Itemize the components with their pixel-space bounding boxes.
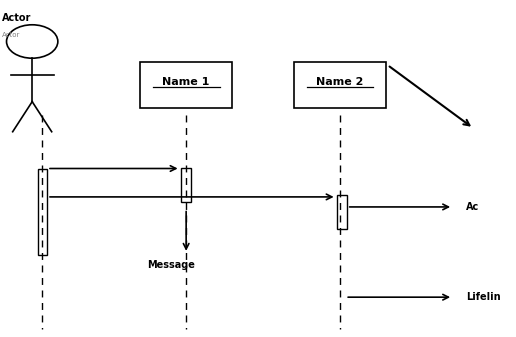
Text: Message: Message: [147, 261, 195, 270]
Bar: [336, 195, 347, 229]
Bar: [140, 62, 232, 108]
Text: Actor: Actor: [3, 13, 32, 23]
Text: Actor: Actor: [3, 32, 21, 38]
Bar: [181, 168, 191, 202]
Bar: [294, 62, 386, 108]
Text: Lifelin: Lifelin: [466, 292, 501, 302]
Text: Name 1: Name 1: [163, 76, 210, 87]
Text: Name 2: Name 2: [316, 76, 364, 87]
Text: Ac: Ac: [466, 202, 479, 212]
Bar: [38, 168, 47, 255]
